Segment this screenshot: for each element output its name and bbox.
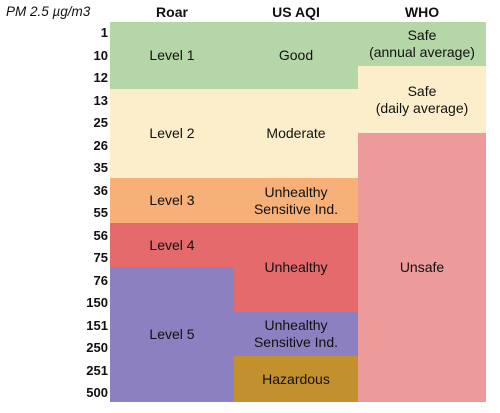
- block-label: (daily average): [375, 99, 469, 116]
- roar-level-block: Level 4: [110, 223, 234, 267]
- us-aqi-category-block: Unhealthy Sensitive Ind.: [234, 178, 358, 223]
- unit-label: PM 2.5 µg/m3: [6, 4, 91, 19]
- us-aqi-category-block: Moderate: [234, 89, 358, 178]
- column-header-us-aqi: US AQI: [272, 4, 320, 20]
- block-label: (annual average): [369, 44, 475, 60]
- block-label: Level 1: [149, 47, 195, 63]
- us-aqi-category-block: Good: [234, 22, 358, 89]
- block-label: Level 2: [149, 125, 195, 141]
- tick-label: 26: [93, 138, 108, 153]
- block-label: Safe: [407, 27, 437, 43]
- tick-label: 1: [100, 25, 108, 40]
- block-label: Unhealthy: [264, 259, 328, 275]
- block-label: Unsafe: [399, 259, 445, 275]
- tick-label: 76: [93, 273, 108, 288]
- tick-label: 35: [93, 160, 108, 175]
- who-category-block: Safe (daily average): [358, 66, 486, 133]
- us-aqi-category-block: Unhealthy: [234, 223, 358, 312]
- block-label: Level 4: [149, 236, 195, 253]
- tick-label: 10: [93, 48, 108, 63]
- tick-label: 36: [93, 183, 108, 198]
- who-category-block: Safe (annual average): [358, 22, 486, 66]
- block-label: Level 3: [149, 192, 195, 208]
- tick-label: 56: [93, 228, 108, 243]
- who-category-block: Unsafe: [358, 133, 486, 402]
- tick-label: 150: [86, 295, 108, 310]
- tick-label: 25: [93, 115, 108, 130]
- block-label: Unhealthy: [264, 317, 328, 333]
- us-aqi-category-block: Unhealthy Sensitive Ind.: [234, 312, 358, 356]
- block-label: Sensitive Ind.: [253, 200, 339, 217]
- block-label: Good: [278, 47, 314, 63]
- column-header-who: WHO: [404, 4, 440, 20]
- block-label: Moderate: [266, 125, 326, 141]
- tick-label: 75: [93, 250, 108, 265]
- tick-label: 55: [93, 205, 108, 220]
- column-header-roar: Roar: [156, 4, 188, 20]
- block-label: Level 5: [149, 326, 195, 342]
- block-label: Unhealthy: [264, 183, 328, 200]
- roar-level-block: Level 1: [110, 22, 234, 89]
- block-label: Safe: [407, 82, 437, 99]
- tick-label: 151: [86, 318, 108, 333]
- tick-label: 500: [86, 385, 108, 400]
- tick-label: 251: [86, 363, 108, 378]
- roar-level-block: Level 3: [110, 178, 234, 223]
- tick-label: 250: [86, 340, 108, 355]
- us-aqi-category-block: Hazardous: [234, 356, 358, 402]
- block-label: Hazardous: [262, 370, 330, 387]
- block-label: Sensitive Ind.: [253, 334, 339, 350]
- tick-label: 13: [93, 93, 108, 108]
- tick-label: 12: [93, 70, 108, 85]
- roar-level-block: Level 2: [110, 89, 234, 178]
- roar-level-block: Level 5: [110, 267, 234, 402]
